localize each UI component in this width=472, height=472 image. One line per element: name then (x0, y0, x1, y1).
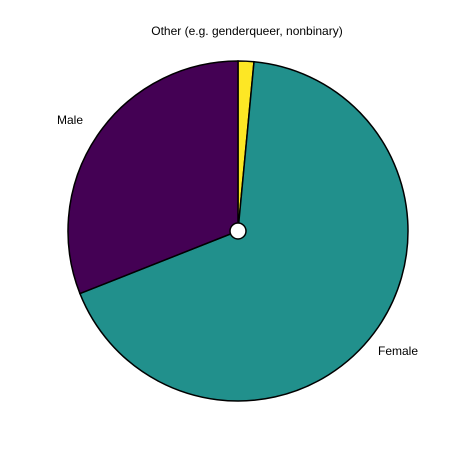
pie-slice-male (67, 60, 239, 295)
pie-center-hole (229, 222, 247, 240)
slice-label-female: Female (378, 344, 418, 358)
slice-labels: Other (e.g. genderqueer, nonbinary) Fema… (57, 24, 418, 358)
slice-label-male: Male (57, 113, 83, 127)
slice-label-other: Other (e.g. genderqueer, nonbinary) (151, 24, 342, 38)
